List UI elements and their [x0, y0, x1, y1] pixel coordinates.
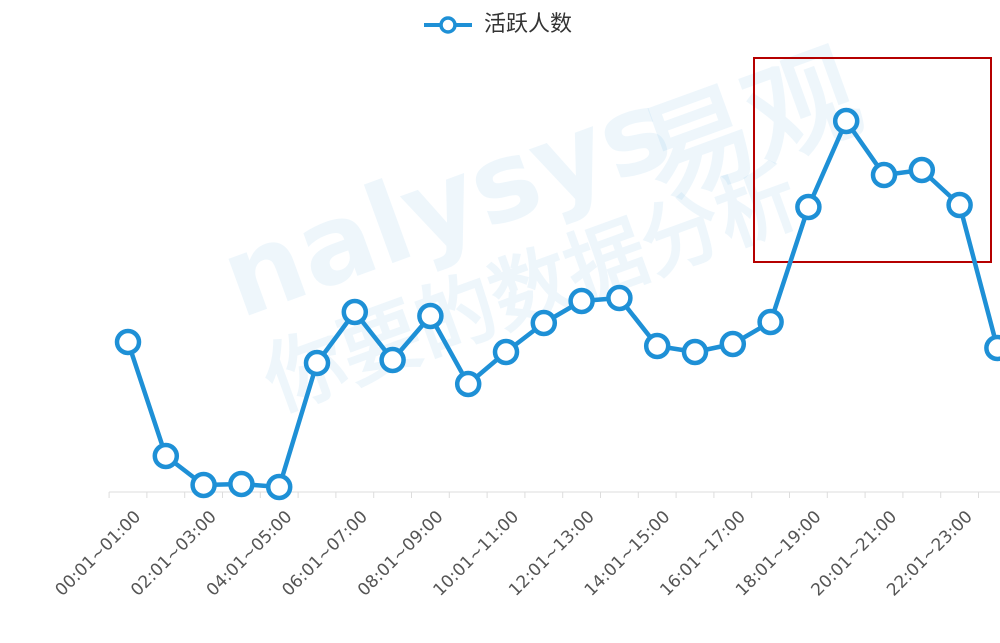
point [568, 287, 595, 315]
point [795, 193, 822, 221]
point [606, 284, 633, 312]
point [341, 298, 369, 326]
point [379, 346, 406, 374]
point [190, 471, 217, 499]
point [681, 338, 709, 366]
point [492, 338, 520, 366]
highlight-box [753, 57, 992, 263]
point [265, 473, 293, 501]
point [454, 370, 482, 398]
point [228, 470, 255, 498]
point [832, 107, 860, 135]
point [643, 332, 671, 360]
point [530, 309, 558, 337]
point [984, 334, 1000, 362]
legend-marker [439, 16, 457, 34]
point [946, 191, 973, 219]
point [908, 156, 936, 184]
legend-label: 活跃人数 [484, 12, 572, 37]
point [870, 161, 898, 189]
point [114, 328, 142, 356]
point [417, 302, 444, 330]
point [757, 308, 784, 336]
point [152, 442, 180, 470]
point [303, 349, 331, 377]
point [719, 330, 747, 358]
